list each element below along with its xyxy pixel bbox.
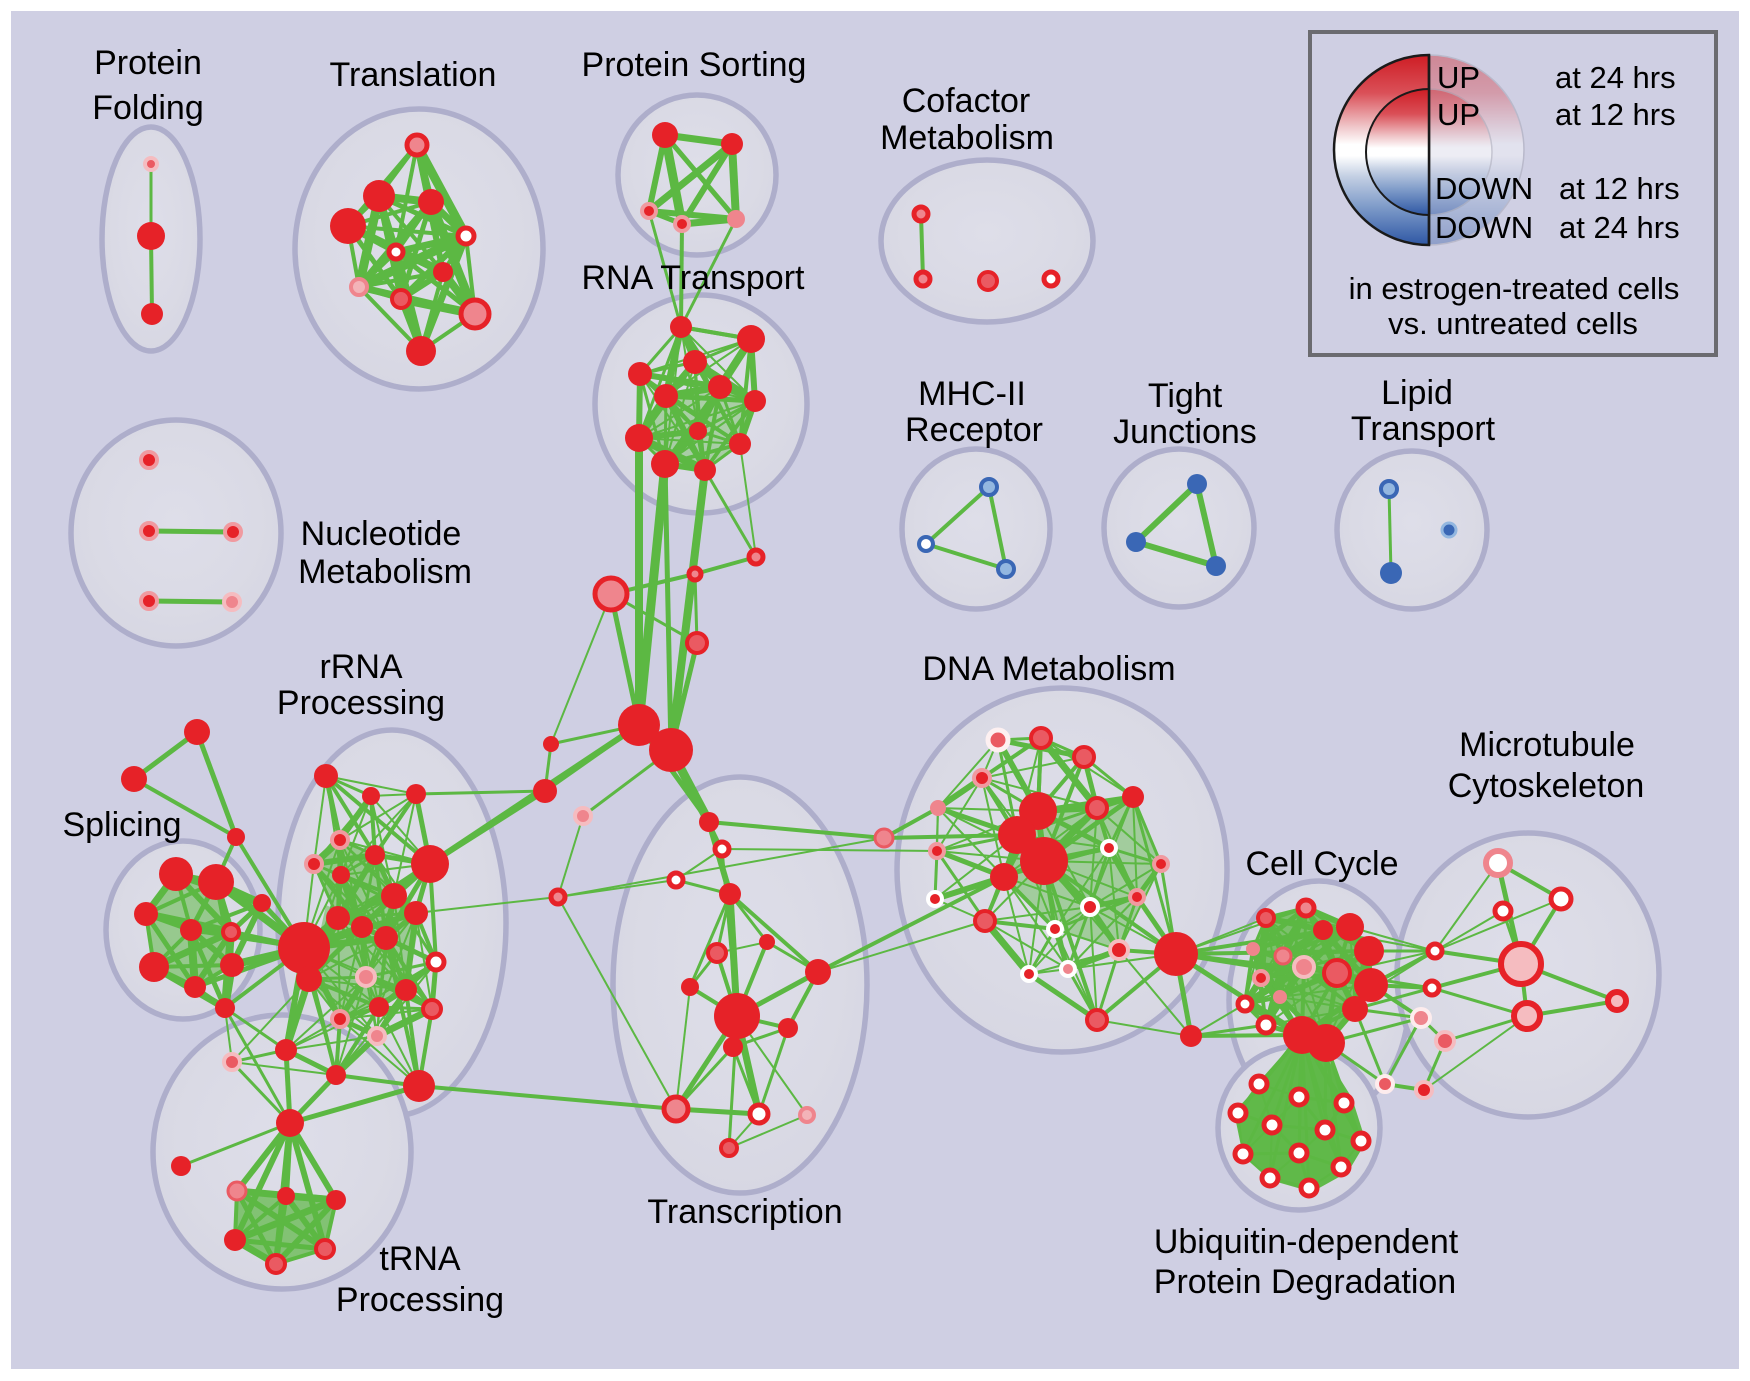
svg-text:Metabolism: Metabolism xyxy=(880,119,1054,157)
svg-text:Transcription: Transcription xyxy=(647,1193,842,1231)
svg-text:at 12 hrs: at 12 hrs xyxy=(1559,171,1680,206)
svg-text:DNA Metabolism: DNA Metabolism xyxy=(922,650,1175,688)
svg-text:Lipid: Lipid xyxy=(1381,374,1453,412)
svg-text:Cofactor: Cofactor xyxy=(902,82,1031,120)
svg-text:Cytoskeleton: Cytoskeleton xyxy=(1448,767,1645,805)
svg-text:DOWN: DOWN xyxy=(1435,210,1533,245)
svg-text:UP: UP xyxy=(1437,97,1480,132)
svg-text:Cell Cycle: Cell Cycle xyxy=(1245,845,1398,883)
svg-text:DOWN: DOWN xyxy=(1435,171,1533,206)
svg-text:at 12 hrs: at 12 hrs xyxy=(1555,97,1676,132)
svg-text:Ubiquitin-dependent: Ubiquitin-dependent xyxy=(1154,1223,1459,1261)
svg-text:Metabolism: Metabolism xyxy=(298,553,472,591)
svg-text:Tight: Tight xyxy=(1148,377,1223,415)
svg-text:rRNA: rRNA xyxy=(319,648,402,686)
svg-text:vs. untreated cells: vs. untreated cells xyxy=(1388,306,1638,341)
svg-text:Protein Degradation: Protein Degradation xyxy=(1154,1263,1456,1301)
svg-text:in estrogen-treated cells: in estrogen-treated cells xyxy=(1349,271,1680,306)
svg-text:tRNA: tRNA xyxy=(379,1240,461,1278)
svg-text:Nucleotide: Nucleotide xyxy=(301,515,462,553)
svg-text:Protein: Protein xyxy=(94,44,202,82)
svg-text:MHC-II: MHC-II xyxy=(918,375,1026,413)
svg-text:Splicing: Splicing xyxy=(62,806,181,844)
svg-text:Protein Sorting: Protein Sorting xyxy=(582,46,807,84)
svg-text:Folding: Folding xyxy=(92,89,204,127)
svg-text:Transport: Transport xyxy=(1351,410,1496,448)
svg-text:Junctions: Junctions xyxy=(1113,413,1257,451)
svg-text:Receptor: Receptor xyxy=(905,411,1043,449)
svg-text:Processing: Processing xyxy=(277,684,445,722)
svg-text:at 24 hrs: at 24 hrs xyxy=(1559,210,1680,245)
svg-text:Processing: Processing xyxy=(336,1281,504,1319)
svg-text:at 24 hrs: at 24 hrs xyxy=(1555,60,1676,95)
svg-text:RNA Transport: RNA Transport xyxy=(582,259,806,297)
svg-text:Microtubule: Microtubule xyxy=(1459,726,1635,764)
svg-text:Translation: Translation xyxy=(330,56,497,94)
svg-text:UP: UP xyxy=(1437,60,1480,95)
